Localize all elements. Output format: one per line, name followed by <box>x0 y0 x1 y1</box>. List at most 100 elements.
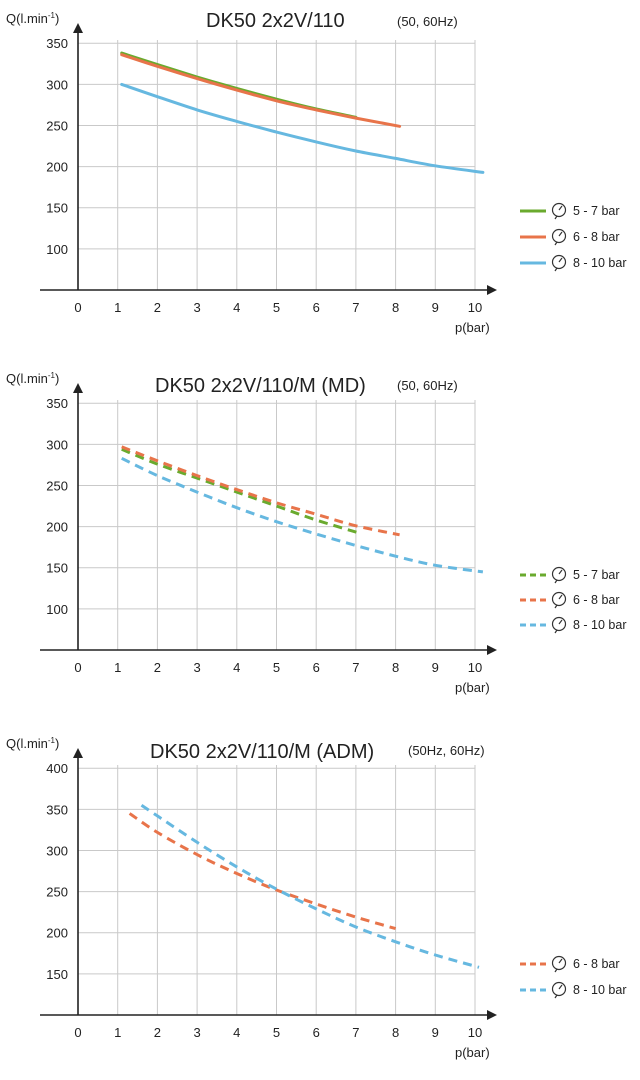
series-line-6-8bar <box>121 445 400 537</box>
chart-title: DK50 2x2V/110 <box>206 10 345 32</box>
x-tick-label: 10 <box>468 300 482 315</box>
chart-dk50-2x2v-110: 100 150 200 250 300 350 0 1 2 3 4 5 6 7 8 9 10 Q(l.min-1)… <box>6 10 627 335</box>
y-axis-label-sup: -1 <box>48 371 56 380</box>
pressure-gauge-icon <box>551 981 567 999</box>
chart-dk50-2x2v-110-m-adm: 150 200 250 300 350 400 0 1 2 3 4 5 6 7 8 9 10 Q(l.min-1)… <box>6 736 627 1060</box>
y-axis-arrow <box>73 748 83 758</box>
x-tick-label: 1 <box>114 660 121 675</box>
y-axis-label-end: ) <box>55 11 59 26</box>
series-line-5-7bar <box>121 447 361 535</box>
legend-label: 5 - 7 bar <box>573 204 620 218</box>
x-tick-label: 2 <box>154 300 161 315</box>
y-tick-label: 250 <box>46 478 68 493</box>
x-tick-label: 3 <box>193 660 200 675</box>
y-axis-label-end: ) <box>55 371 59 386</box>
legend-label: 8 - 10 bar <box>573 618 627 632</box>
x-tick-label: 4 <box>233 660 240 675</box>
x-tick-label: 7 <box>352 300 359 315</box>
x-axis-label: p(bar) <box>455 1045 490 1060</box>
legend-label: 6 - 8 bar <box>573 230 620 244</box>
x-tick-label: 8 <box>392 1025 399 1040</box>
x-tick-label: 1 <box>114 1025 121 1040</box>
y-axis-label-end: ) <box>55 736 59 751</box>
chart-subtitle: (50, 60Hz) <box>397 378 458 393</box>
y-tick-label: 400 <box>46 761 68 776</box>
legend-label: 8 - 10 bar <box>573 256 627 270</box>
y-axis-label-sup: -1 <box>48 736 56 745</box>
x-tick-label: 2 <box>154 1025 161 1040</box>
chart-dk50-2x2v-110-m-md: 100 150 200 250 300 350 0 1 2 3 4 5 6 7 8 9 10 Q(l.min-1)… <box>6 371 627 695</box>
chart-title: DK50 2x2V/110/M (MD) <box>155 375 366 397</box>
x-tick-label: 1 <box>114 300 121 315</box>
y-tick-label: 200 <box>46 520 68 535</box>
x-tick-label: 5 <box>273 1025 280 1040</box>
x-tick-label: 0 <box>74 660 81 675</box>
x-tick-label: 7 <box>352 1025 359 1040</box>
pressure-gauge-icon <box>551 591 567 609</box>
pressure-gauge-icon <box>551 566 567 584</box>
y-tick-label: 250 <box>46 118 68 133</box>
y-tick-label: 350 <box>46 396 68 411</box>
y-axis-arrow <box>73 383 83 393</box>
pressure-gauge-icon <box>551 228 567 246</box>
legend-label: 5 - 7 bar <box>573 568 620 582</box>
x-tick-label: 4 <box>233 1025 240 1040</box>
y-tick-label: 250 <box>46 885 68 900</box>
x-tick-label: 3 <box>193 300 200 315</box>
y-tick-label: 100 <box>46 242 68 257</box>
x-axis-arrow <box>487 645 497 655</box>
x-tick-label: 3 <box>193 1025 200 1040</box>
x-tick-label: 8 <box>392 660 399 675</box>
legend-label: 8 - 10 bar <box>573 983 627 997</box>
y-tick-label: 200 <box>46 926 68 941</box>
x-tick-label: 7 <box>352 660 359 675</box>
y-axis-label-sup: -1 <box>48 11 56 20</box>
pressure-gauge-icon <box>551 202 567 220</box>
y-tick-label: 100 <box>46 602 68 617</box>
series-line-8-10bar <box>140 803 480 969</box>
pressure-gauge-icon <box>551 616 567 634</box>
x-tick-label: 8 <box>392 300 399 315</box>
y-axis-label-main: Q(l.min <box>6 11 48 26</box>
x-tick-label: 0 <box>74 1025 81 1040</box>
pressure-gauge-icon <box>551 254 567 272</box>
y-axis-label: Q(l.min-1) <box>6 736 59 751</box>
series-line-5-7bar <box>120 51 358 119</box>
y-axis-label: Q(l.min-1) <box>6 11 59 26</box>
series-line-6-8bar <box>120 53 402 128</box>
x-tick-label: 4 <box>233 300 240 315</box>
y-axis-label-main: Q(l.min <box>6 736 48 751</box>
x-tick-label: 5 <box>273 660 280 675</box>
x-axis-label: p(bar) <box>455 680 490 695</box>
chart-subtitle: (50, 60Hz) <box>397 14 458 29</box>
y-tick-label: 350 <box>46 36 68 51</box>
chart-title: DK50 2x2V/110/M (ADM) <box>150 741 374 763</box>
x-tick-label: 9 <box>432 660 439 675</box>
x-axis-arrow <box>487 1010 497 1020</box>
y-axis-label-main: Q(l.min <box>6 371 48 386</box>
x-axis-arrow <box>487 285 497 295</box>
y-tick-label: 350 <box>46 802 68 817</box>
x-tick-label: 6 <box>313 300 320 315</box>
x-tick-label: 0 <box>74 300 81 315</box>
y-tick-label: 300 <box>46 77 68 92</box>
x-axis-label: p(bar) <box>455 320 490 335</box>
y-axis-label: Q(l.min-1) <box>6 371 59 386</box>
legend-label: 6 - 8 bar <box>573 593 620 607</box>
x-tick-label: 2 <box>154 660 161 675</box>
x-tick-label: 9 <box>432 300 439 315</box>
x-tick-label: 9 <box>432 1025 439 1040</box>
legend-label: 6 - 8 bar <box>573 957 620 971</box>
pressure-gauge-icon <box>551 955 567 973</box>
y-tick-label: 150 <box>46 201 68 216</box>
series-line-8-10bar <box>121 456 484 574</box>
y-tick-label: 200 <box>46 160 68 175</box>
x-tick-label: 6 <box>313 1025 320 1040</box>
chart-subtitle: (50Hz, 60Hz) <box>408 743 485 758</box>
y-tick-label: 150 <box>46 561 68 576</box>
series-line-6-8bar <box>128 812 397 931</box>
series-line-8-10bar <box>120 82 485 174</box>
x-tick-label: 10 <box>468 1025 482 1040</box>
x-tick-label: 5 <box>273 300 280 315</box>
